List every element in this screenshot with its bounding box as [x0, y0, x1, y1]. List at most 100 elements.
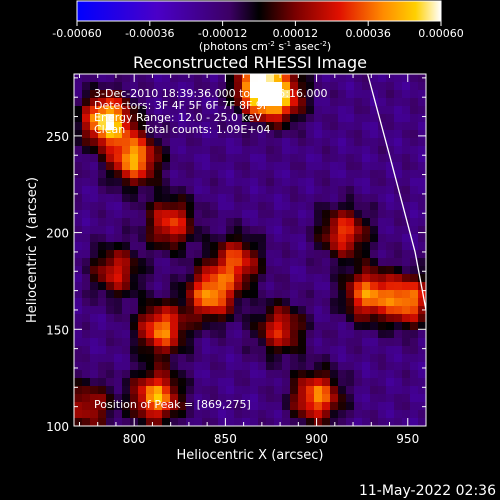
heatmap-cell	[418, 210, 426, 218]
heatmap-cell	[298, 266, 306, 274]
heatmap-cell	[242, 338, 250, 346]
heatmap-cell	[98, 170, 106, 178]
heatmap-cell	[130, 98, 138, 106]
heatmap-cell	[354, 290, 362, 298]
heatmap-cell	[266, 338, 274, 346]
heatmap-cell	[202, 330, 210, 338]
heatmap-cell	[306, 162, 314, 170]
heatmap-cell	[194, 210, 202, 218]
heatmap-cell	[98, 362, 106, 370]
heatmap-cell	[130, 106, 138, 114]
heatmap-cell	[74, 386, 82, 394]
heatmap-cell	[410, 330, 418, 338]
heatmap-cell	[234, 178, 242, 186]
heatmap-cell	[418, 362, 426, 370]
heatmap-cell	[106, 274, 114, 282]
heatmap-cell	[114, 346, 122, 354]
heatmap-cell	[130, 410, 138, 418]
heatmap-cell	[250, 250, 258, 258]
heatmap-cell	[202, 258, 210, 266]
heatmap-cell	[186, 114, 194, 122]
heatmap-cell	[378, 338, 386, 346]
heatmap-cell	[170, 194, 178, 202]
heatmap-cell	[330, 330, 338, 338]
heatmap-cell	[218, 122, 226, 130]
heatmap-cell	[178, 330, 186, 338]
heatmap-cell	[226, 130, 234, 138]
heatmap-cell	[74, 218, 82, 226]
heatmap-cell	[282, 282, 290, 290]
heatmap-cell	[362, 298, 370, 306]
heatmap-cell	[98, 202, 106, 210]
heatmap-cell	[162, 338, 170, 346]
heatmap-cell	[306, 322, 314, 330]
heatmap-cell	[346, 98, 354, 106]
heatmap-cell	[138, 146, 146, 154]
heatmap-cell	[314, 210, 322, 218]
heatmap-cell	[218, 362, 226, 370]
heatmap-cell	[418, 170, 426, 178]
heatmap-cell	[122, 250, 130, 258]
heatmap-cell	[74, 250, 82, 258]
heatmap-cell	[154, 90, 162, 98]
heatmap-cell	[242, 114, 250, 122]
heatmap-cell	[314, 194, 322, 202]
heatmap-cell	[330, 346, 338, 354]
heatmap-cell	[378, 402, 386, 410]
heatmap-cell	[386, 162, 394, 170]
heatmap-cell	[234, 242, 242, 250]
heatmap-cell	[306, 394, 314, 402]
heatmap-cell	[274, 386, 282, 394]
heatmap-cell	[338, 386, 346, 394]
heatmap-cell	[266, 266, 274, 274]
heatmap-cell	[282, 338, 290, 346]
heatmap-cell	[234, 186, 242, 194]
heatmap-cell	[162, 114, 170, 122]
heatmap-cell	[290, 82, 298, 90]
heatmap-cell	[394, 82, 402, 90]
heatmap-cell	[114, 290, 122, 298]
heatmap-cell	[330, 82, 338, 90]
heatmap-cell	[338, 242, 346, 250]
heatmap-cell	[298, 82, 306, 90]
heatmap-cell	[362, 74, 370, 82]
heatmap-cell	[386, 122, 394, 130]
heatmap-cell	[170, 274, 178, 282]
heatmap-cell	[122, 386, 130, 394]
heatmap-cell	[138, 90, 146, 98]
heatmap-cell	[114, 194, 122, 202]
heatmap-cell	[346, 74, 354, 82]
heatmap-cell	[402, 322, 410, 330]
heatmap-cell	[170, 338, 178, 346]
heatmap-cell	[290, 282, 298, 290]
heatmap-cell	[258, 314, 266, 322]
heatmap-cell	[210, 242, 218, 250]
heatmap-cell	[106, 346, 114, 354]
heatmap-cell	[146, 402, 154, 410]
heatmap-cell	[338, 130, 346, 138]
heatmap-cell	[378, 74, 386, 82]
heatmap-cell	[314, 394, 322, 402]
heatmap-cell	[154, 122, 162, 130]
heatmap-cell	[210, 226, 218, 234]
heatmap-cell	[234, 386, 242, 394]
heatmap-cell	[330, 338, 338, 346]
heatmap-cell	[314, 218, 322, 226]
heatmap-cell	[322, 202, 330, 210]
heatmap-cell	[394, 338, 402, 346]
heatmap-cell	[98, 210, 106, 218]
heatmap-cell	[410, 154, 418, 162]
heatmap-cell	[266, 402, 274, 410]
heatmap-cell	[314, 130, 322, 138]
heatmap-cell	[306, 82, 314, 90]
heatmap-cell	[114, 418, 122, 426]
heatmap-cell	[242, 202, 250, 210]
heatmap-cell	[378, 154, 386, 162]
heatmap-cell	[338, 282, 346, 290]
heatmap-cell	[290, 250, 298, 258]
heatmap-cell	[258, 234, 266, 242]
heatmap-cell	[90, 106, 98, 114]
heatmap-cell	[114, 354, 122, 362]
heatmap-cell	[362, 394, 370, 402]
heatmap-cell	[378, 90, 386, 98]
